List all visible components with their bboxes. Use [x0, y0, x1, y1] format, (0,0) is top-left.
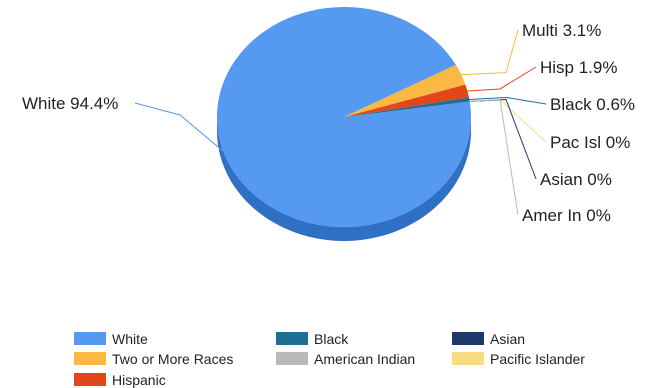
legend: White Black Asian Two or More Races American… — [74, 331, 585, 388]
legend-label-hisp: Hispanic — [112, 372, 166, 388]
legend-item-hisp[interactable]: Hispanic — [74, 372, 166, 388]
leader-line-black — [469, 96, 547, 105]
legend-swatch-white — [74, 332, 106, 345]
slice-label-white: White 94.4% — [22, 94, 118, 113]
legend-label-asian: Asian — [490, 331, 525, 347]
legend-item-asian[interactable]: Asian — [452, 331, 525, 347]
leader-lines — [134, 29, 547, 216]
legend-item-multi[interactable]: Two or More Races — [74, 351, 233, 367]
legend-item-amerin[interactable]: American Indian — [276, 351, 415, 367]
slice-label-amerin: Amer In 0% — [522, 206, 611, 225]
slice-label-hisp: Hisp 1.9% — [540, 58, 617, 77]
leader-line-amerin — [469, 98, 519, 216]
leader-line-asian — [469, 98, 537, 180]
legend-swatch-hisp — [74, 373, 106, 386]
legend-label-pacisl: Pacific Islander — [490, 351, 585, 367]
legend-swatch-black — [276, 332, 308, 345]
legend-swatch-multi — [74, 352, 106, 365]
leader-line-white — [134, 102, 224, 152]
legend-swatch-asian — [452, 332, 484, 345]
slice-label-asian: Asian 0% — [540, 170, 612, 189]
legend-label-black: Black — [314, 331, 349, 347]
leader-line-multi — [461, 29, 519, 76]
pie-slice-white[interactable] — [216, 6, 471, 227]
pie-slice-multi[interactable] — [344, 64, 466, 117]
legend-label-multi: Two or More Races — [112, 351, 233, 367]
slice-label-pacisl: Pac Isl 0% — [550, 133, 630, 152]
legend-label-white: White — [112, 331, 148, 347]
pie-slice-black[interactable] — [344, 97, 470, 117]
legend-swatch-pacisl — [452, 352, 484, 365]
legend-item-pacisl[interactable]: Pacific Islander — [452, 351, 585, 367]
slice-label-multi: Multi 3.1% — [522, 21, 601, 40]
leader-line-hisp — [467, 66, 537, 92]
legend-item-white[interactable]: White — [74, 331, 148, 347]
slice-labels: White 94.4% Multi 3.1% Hisp 1.9% Black 0.6%… — [22, 21, 635, 225]
leader-line-pacisl — [469, 98, 547, 143]
pie-slices — [216, 6, 471, 227]
legend-swatch-amerin — [276, 352, 308, 365]
slice-label-black: Black 0.6% — [550, 95, 635, 114]
pie-slice-hisp[interactable] — [344, 84, 469, 117]
legend-label-amerin: American Indian — [314, 351, 415, 367]
legend-item-black[interactable]: Black — [276, 331, 349, 347]
